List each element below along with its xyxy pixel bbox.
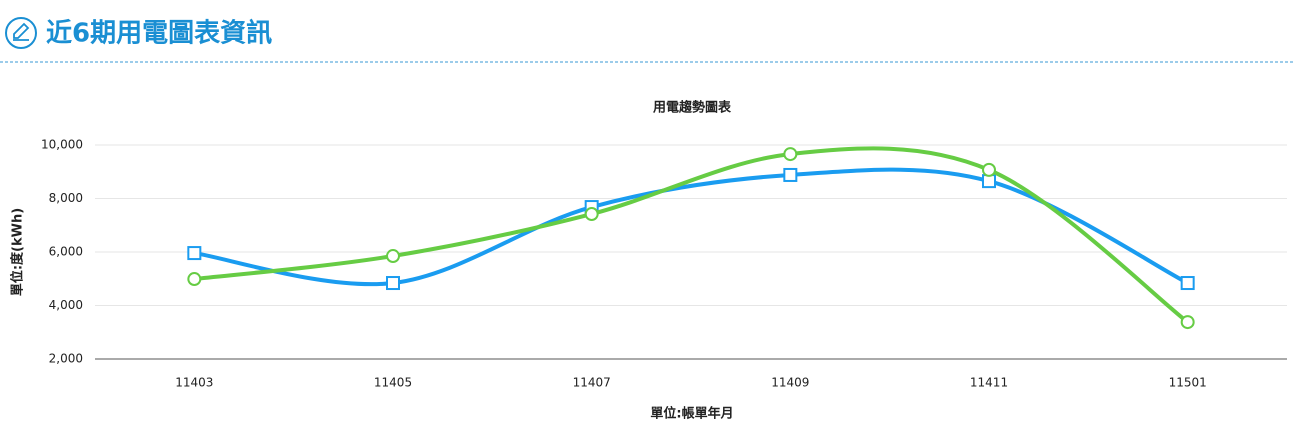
y-tick-label: 4,000 [49,298,83,312]
point [1180,276,1195,291]
point [584,207,599,222]
page-title: 近6期用電圖表資訊 [46,18,272,49]
y-tick-label: 2,000 [49,352,83,366]
point [982,162,996,177]
series-line [194,167,1189,287]
y-tick-label: 6,000 [49,245,83,259]
y-axis-label: 單位:度(kWh) [10,208,26,296]
point [386,276,400,291]
point [386,249,400,264]
x-tick-label: 11407 [573,376,611,390]
point [783,167,798,182]
x-tick-label: 11403 [175,376,213,390]
point [187,272,202,287]
x-axis-label: 單位:帳單年月 [650,406,733,422]
point [783,147,798,162]
point [1180,315,1195,330]
y-tick-label: 8,000 [49,191,83,205]
chart-title: 用電趨勢圖表 [652,100,732,116]
x-tick-label: 11411 [970,376,1008,390]
x-tick-label: 11409 [771,376,809,390]
x-tick-label: 11405 [374,376,412,390]
y-tick-label: 10,000 [41,138,83,152]
series-line [194,146,1189,324]
header-icon [5,17,37,49]
point [982,174,996,189]
point [187,246,202,261]
x-tick-label: 11501 [1169,376,1207,390]
